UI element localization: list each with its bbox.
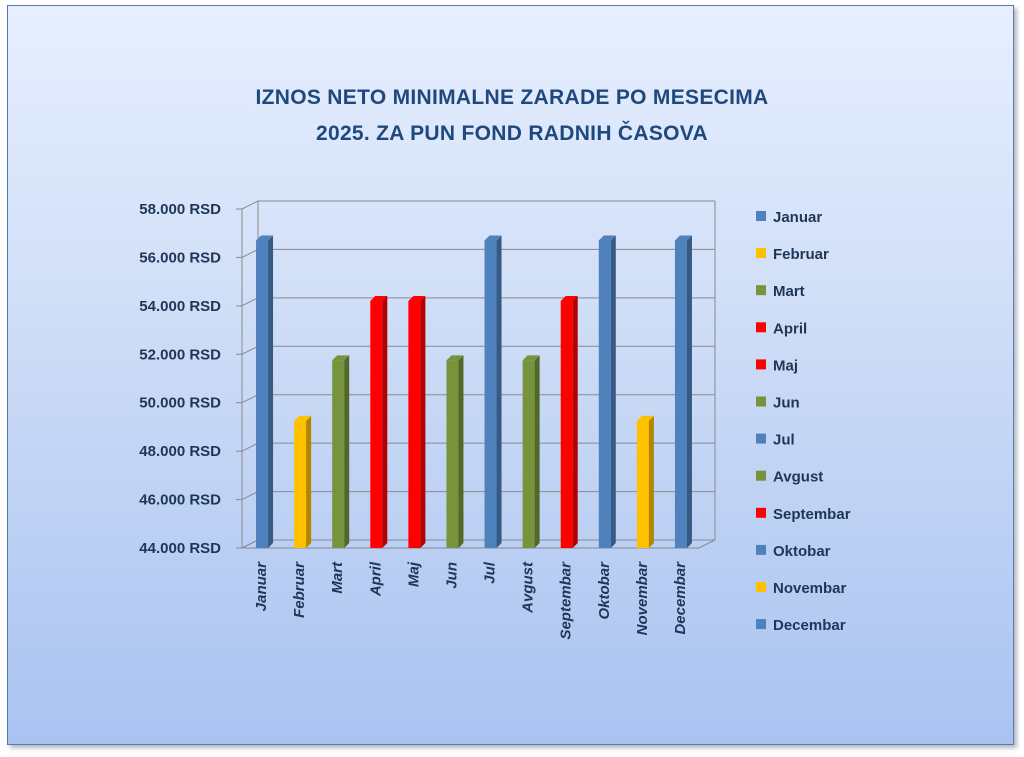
y-tick-label: 48.000 RSD: [139, 443, 221, 460]
legend-label: Maj: [773, 357, 798, 374]
gridline-side: [241, 442, 259, 452]
legend-label: Mart: [773, 283, 805, 300]
chart-floor: [241, 539, 716, 549]
legend-label: Decembar: [773, 617, 846, 634]
x-tick-label: Avgust: [520, 561, 537, 614]
legend-swatch: [756, 507, 766, 518]
y-tick-label: 58.000 RSD: [139, 201, 221, 218]
gridline-side: [241, 345, 259, 355]
gridline-side: [241, 297, 259, 307]
bar-side: [458, 355, 464, 548]
bar: [636, 420, 649, 548]
legend-swatch: [756, 582, 766, 592]
bar-side: [572, 296, 578, 548]
x-tick-label: Mart: [329, 561, 346, 594]
legend-label: Jun: [773, 395, 800, 412]
bar-side: [382, 296, 388, 548]
gridline-side: [241, 200, 259, 210]
bar-top: [294, 415, 312, 421]
bar-top: [598, 235, 616, 241]
gridline-side: [241, 248, 259, 258]
bar-top: [674, 235, 692, 241]
x-tick-label: Decembar: [672, 561, 689, 635]
y-tick-label: 50.000 RSD: [139, 395, 221, 412]
bar: [484, 240, 497, 548]
gridline-side: [241, 491, 259, 501]
bar-side: [268, 235, 274, 548]
legend-label: Jul: [773, 432, 795, 449]
x-tick-label: Februar: [291, 561, 308, 618]
y-tick-label: 56.000 RSD: [139, 249, 221, 266]
legend-swatch: [756, 396, 766, 407]
bar-side: [610, 235, 616, 548]
legend-label: Septembar: [773, 506, 851, 523]
bar-side: [686, 235, 692, 548]
legend-swatch: [756, 619, 766, 630]
chart-title-line1: IZNOS NETO MINIMALNE ZARADE PO MESECIMA: [255, 86, 769, 109]
y-tick-label: 46.000 RSD: [139, 492, 221, 509]
legend-swatch: [756, 470, 766, 481]
gridline-side: [241, 394, 259, 404]
bar-top: [522, 355, 540, 361]
legend-swatch: [756, 248, 766, 259]
bar: [256, 240, 269, 548]
legend-label: April: [773, 320, 807, 337]
x-tick-label: April: [367, 561, 384, 597]
legend-label: Februar: [773, 246, 829, 263]
x-tick-label: Septembar: [558, 561, 575, 640]
bar-top: [408, 296, 426, 302]
bar-side: [648, 415, 654, 548]
bar-top: [370, 296, 388, 302]
y-tick-label: 44.000 RSD: [139, 540, 221, 557]
x-tick-label: Jun: [443, 562, 460, 589]
bar: [446, 360, 459, 548]
x-tick-label: Januar: [253, 561, 270, 611]
bar-top: [560, 296, 578, 302]
legend-swatch: [756, 285, 766, 296]
bar-side: [496, 235, 502, 548]
legend-swatch: [756, 211, 766, 221]
bar-side: [534, 355, 540, 548]
y-tick-label: 52.000 RSD: [139, 346, 221, 363]
bar-top: [446, 355, 464, 361]
legend-swatch: [756, 433, 766, 444]
legend-label: Oktobar: [773, 543, 831, 560]
legend-swatch: [756, 544, 766, 555]
legend-swatch: [756, 359, 766, 370]
x-tick-label: Jul: [482, 561, 499, 584]
bar-side: [420, 296, 426, 548]
x-tick-label: Oktobar: [596, 561, 613, 620]
y-tick-label: 54.000 RSD: [139, 298, 221, 315]
bar-top: [484, 235, 502, 241]
bar: [598, 240, 611, 548]
bar-side: [306, 415, 312, 548]
chart-area: [7, 5, 1014, 745]
bar-top: [332, 355, 350, 361]
x-tick-label: Maj: [405, 561, 422, 587]
bar: [294, 420, 307, 548]
bar: [408, 301, 421, 548]
bar-top: [256, 235, 274, 241]
bar: [370, 301, 383, 548]
bar-top: [636, 415, 654, 421]
bar: [332, 360, 345, 548]
legend-label: Avgust: [773, 469, 823, 486]
bar: [674, 240, 687, 548]
legend-swatch: [756, 322, 766, 333]
x-tick-label: Novembar: [634, 561, 651, 636]
bar: [560, 301, 573, 548]
chart-title-line2: 2025. ZA PUN FOND RADNIH ČASOVA: [315, 122, 709, 145]
legend-label: Novembar: [773, 580, 847, 597]
legend-label: Januar: [773, 209, 822, 226]
bar-side: [344, 355, 350, 548]
bar: [522, 360, 535, 548]
